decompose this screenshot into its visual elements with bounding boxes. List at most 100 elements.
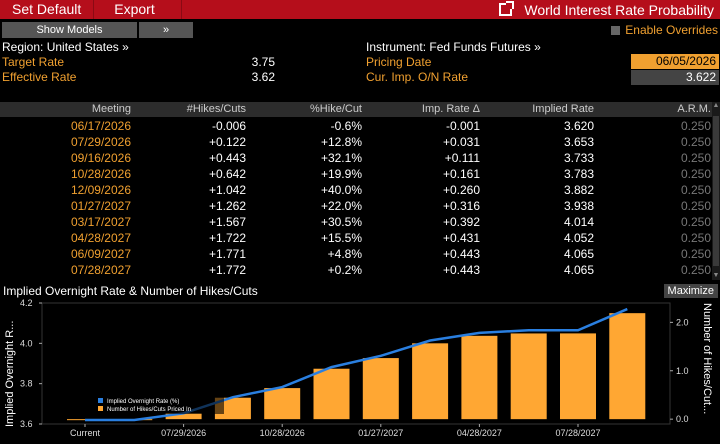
col-header-meeting[interactable]: Meeting bbox=[91, 103, 131, 115]
bar-hikes-cuts bbox=[362, 358, 399, 420]
meetings-table: Meeting #Hikes/Cuts %Hike/Cut Imp. Rate … bbox=[0, 102, 720, 280]
col-header-imp-rate-delta[interactable]: Imp. Rate Δ bbox=[421, 103, 480, 115]
enable-overrides-toggle[interactable]: Enable Overrides bbox=[611, 22, 718, 38]
window-title: World Interest Rate Probability bbox=[499, 1, 720, 18]
table-cell: +12.8% bbox=[320, 135, 362, 149]
instrument-selector[interactable]: Instrument: Fed Funds Futures » bbox=[366, 40, 541, 54]
chart-title: Implied Overnight Rate & Number of Hikes… bbox=[3, 284, 258, 298]
table-cell: 06/09/2027 bbox=[70, 247, 131, 261]
table-cell: 09/16/2026 bbox=[70, 151, 131, 165]
table-cell: +19.9% bbox=[320, 167, 362, 181]
table-row[interactable]: 12/09/2026 +1.042 +40.0% +0.260 3.882 0.250 bbox=[0, 182, 712, 198]
bar-hikes-cuts bbox=[165, 413, 202, 420]
table-cell: +1.262 bbox=[208, 199, 246, 213]
table-row[interactable]: 10/28/2026 +0.642 +19.9% +0.161 3.783 0.250 bbox=[0, 166, 712, 182]
right-axis-title: Number of Hikes/Cut... bbox=[701, 303, 713, 414]
table-cell: +0.431 bbox=[442, 231, 480, 245]
target-rate-value: 3.75 bbox=[251, 55, 275, 69]
table-scrollbar[interactable]: ▲ ▼ bbox=[712, 102, 720, 280]
table-cell: +0.392 bbox=[442, 215, 480, 229]
bar-hikes-cuts bbox=[560, 333, 596, 420]
table-cell: 03/17/2027 bbox=[70, 215, 131, 229]
left-axis-tick-label: 3.6 bbox=[20, 419, 33, 429]
effective-rate-label: Effective Rate bbox=[2, 70, 77, 84]
show-models-button[interactable]: Show Models bbox=[2, 22, 137, 38]
maximize-button[interactable]: Maximize bbox=[663, 284, 718, 298]
region-selector[interactable]: Region: United States » bbox=[2, 40, 129, 54]
table-cell: +4.8% bbox=[327, 247, 362, 261]
table-cell: +0.443 bbox=[208, 151, 246, 165]
table-row[interactable]: 01/27/2027 +1.262 +22.0% +0.316 3.938 0.250 bbox=[0, 198, 712, 214]
left-axis-tick-label: 4.2 bbox=[20, 299, 33, 308]
overrides-checkbox[interactable] bbox=[611, 25, 621, 35]
effective-rate-value: 3.62 bbox=[251, 70, 275, 84]
table-cell: 12/09/2026 bbox=[70, 183, 131, 197]
scroll-down-icon[interactable]: ▼ bbox=[712, 272, 720, 279]
x-axis-tick-label: 07/29/2026 bbox=[161, 428, 206, 438]
external-link-icon[interactable] bbox=[499, 1, 515, 16]
table-cell: 06/17/2026 bbox=[70, 119, 131, 133]
col-header-arm[interactable]: A.R.M. bbox=[677, 103, 711, 115]
scroll-up-icon[interactable]: ▲ bbox=[712, 102, 720, 109]
table-cell: +1.771 bbox=[208, 247, 246, 261]
table-cell: 4.014 bbox=[563, 215, 594, 229]
table-row[interactable]: 07/29/2026 +0.122 +12.8% +0.031 3.653 0.250 bbox=[0, 134, 712, 150]
rate-chart: 3.6 3.8 4.0 4.2 0.0 1.0 2.0 Implied Overnight R… bbox=[4, 299, 713, 438]
table-cell: +0.122 bbox=[208, 135, 246, 149]
table-row[interactable]: 03/17/2027 +1.567 +30.5% +0.392 4.014 0.250 bbox=[0, 214, 712, 230]
table-row[interactable]: 06/09/2027 +1.771 +4.8% +0.443 4.065 0.250 bbox=[0, 246, 712, 262]
table-cell: +1.042 bbox=[208, 183, 246, 197]
scrollbar-thumb[interactable] bbox=[713, 116, 719, 266]
pricing-date-label: Pricing Date bbox=[366, 55, 432, 69]
table-row[interactable]: 09/16/2026 +0.443 +32.1% +0.111 3.733 0.250 bbox=[0, 150, 712, 166]
table-cell: 3.733 bbox=[563, 151, 594, 165]
table-cell: 01/27/2027 bbox=[70, 199, 131, 213]
table-cell: +1.567 bbox=[208, 215, 246, 229]
bar-hikes-cuts bbox=[264, 388, 301, 420]
set-default-button[interactable]: Set Default bbox=[0, 0, 95, 19]
table-cell: +22.0% bbox=[320, 199, 362, 213]
table-cell: 0.250 bbox=[680, 199, 711, 213]
bar-hikes-cuts bbox=[609, 313, 646, 420]
col-header-implied-rate[interactable]: Implied Rate bbox=[532, 103, 594, 115]
table-cell: +32.1% bbox=[320, 151, 362, 165]
table-cell: 4.065 bbox=[563, 263, 594, 277]
expand-models-button[interactable]: » bbox=[139, 22, 193, 38]
table-cell: +0.642 bbox=[208, 167, 246, 181]
chart-legend bbox=[94, 394, 224, 414]
table-cell: 4.065 bbox=[563, 247, 594, 261]
table-row[interactable]: 06/17/2026 -0.006 -0.6% -0.001 3.620 0.250 bbox=[0, 118, 712, 134]
x-axis-tick-label: 01/27/2027 bbox=[358, 428, 403, 438]
right-axis-tick-label: 1.0 bbox=[676, 366, 689, 376]
table-cell: +0.111 bbox=[444, 151, 480, 165]
table-cell: +40.0% bbox=[320, 183, 362, 197]
legend-label-line: Implied Overnight Rate (%) bbox=[107, 399, 179, 405]
bar-hikes-cuts bbox=[510, 333, 547, 420]
legend-swatch-line bbox=[98, 398, 103, 403]
table-cell: 0.250 bbox=[680, 167, 711, 181]
table-cell: -0.006 bbox=[211, 119, 246, 133]
table-cell: +30.5% bbox=[320, 215, 362, 229]
table-cell: +0.316 bbox=[442, 199, 480, 213]
table-cell: 0.250 bbox=[680, 231, 711, 245]
col-header-hikes-cuts[interactable]: #Hikes/Cuts bbox=[186, 103, 246, 115]
col-header-pct-hike-cut[interactable]: %Hike/Cut bbox=[310, 103, 362, 115]
table-cell: 0.250 bbox=[680, 247, 711, 261]
line-implied-rate bbox=[85, 307, 628, 422]
table-cell: 0.250 bbox=[680, 151, 711, 165]
table-cell: 0.250 bbox=[680, 263, 711, 277]
table-cell: 3.938 bbox=[563, 199, 594, 213]
table-cell: 07/29/2026 bbox=[70, 135, 131, 149]
x-axis-tick-label: 10/28/2026 bbox=[260, 428, 305, 438]
table-row[interactable]: 07/28/2027 +1.772 +0.2% +0.443 4.065 0.250 bbox=[0, 262, 712, 278]
left-axis-tick-label: 4.0 bbox=[20, 338, 33, 348]
pricing-date-input[interactable]: 06/05/2026 bbox=[631, 54, 719, 69]
table-row[interactable]: 04/28/2027 +1.722 +15.5% +0.431 4.052 0.250 bbox=[0, 230, 712, 246]
legend-label-bar: Number of Hikes/Cuts Priced In bbox=[107, 407, 191, 413]
export-button[interactable]: Export bbox=[94, 0, 182, 19]
x-axis-tick-label: 07/28/2027 bbox=[555, 428, 600, 438]
bar-hikes-cuts bbox=[461, 335, 498, 420]
enable-overrides-label: Enable Overrides bbox=[625, 23, 718, 37]
left-axis-title: Implied Overnight R... bbox=[4, 321, 16, 427]
table-cell: 3.620 bbox=[563, 119, 594, 133]
